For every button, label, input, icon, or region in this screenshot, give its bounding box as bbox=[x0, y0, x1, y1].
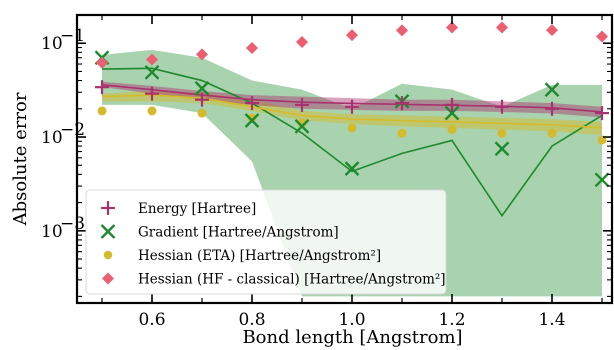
marker-hessian-hf-classical-hartree-angstrom-1 bbox=[146, 53, 158, 66]
marker-gradient-hartree-angstrom-10 bbox=[594, 172, 610, 188]
legend-box bbox=[85, 189, 447, 295]
y-tick-exponent: −3 bbox=[60, 214, 85, 234]
x-tick-label: 1.2 bbox=[438, 310, 465, 330]
marker-gradient-hartree-angstrom-2 bbox=[194, 81, 210, 96]
y-tick-exponent: −2 bbox=[60, 120, 85, 140]
marker-gradient-hartree-angstrom-2-b bbox=[194, 81, 210, 96]
legend-marker-hessian-eta-hartree-angstrom bbox=[103, 250, 113, 260]
y-tick-label: 10 bbox=[41, 222, 63, 242]
marker-gradient-hartree-angstrom-7 bbox=[444, 105, 460, 121]
marker-hessian-eta-hartree-angstrom-9 bbox=[547, 128, 557, 138]
marker-energy-hartree-8 bbox=[495, 99, 509, 114]
band-energy-hartree bbox=[102, 81, 602, 118]
marker-gradient-hartree-angstrom-4-b bbox=[294, 118, 310, 134]
marker-hessian-eta-hartree-angstrom-5 bbox=[347, 123, 357, 133]
series-markers bbox=[94, 21, 610, 188]
marker-energy-hartree-2 bbox=[195, 92, 209, 107]
marker-gradient-hartree-angstrom-1 bbox=[144, 64, 160, 80]
marker-gradient-hartree-angstrom-8 bbox=[494, 141, 510, 157]
marker-hessian-hf-classical-hartree-angstrom-2 bbox=[196, 48, 208, 61]
y-tick-label: 10 bbox=[41, 34, 63, 54]
marker-hessian-hf-classical-hartree-angstrom-5 bbox=[346, 29, 358, 42]
marker-hessian-eta-hartree-angstrom-7 bbox=[447, 125, 457, 135]
marker-energy-hartree-4 bbox=[295, 97, 309, 112]
plot-frame bbox=[75, 13, 614, 305]
marker-hessian-hf-classical-hartree-angstrom-9 bbox=[546, 24, 558, 37]
marker-hessian-eta-hartree-angstrom-1 bbox=[147, 106, 157, 116]
marker-energy-hartree-6 bbox=[395, 96, 409, 111]
y-tick-exponent: −1 bbox=[60, 26, 85, 46]
marker-gradient-hartree-angstrom-1-b bbox=[144, 64, 160, 80]
marker-energy-hartree-10 bbox=[595, 106, 609, 121]
marker-gradient-hartree-angstrom-3 bbox=[244, 113, 260, 128]
marker-hessian-hf-classical-hartree-angstrom-7 bbox=[446, 21, 458, 34]
legend-label-hessian-hf-classical-hartree-angstrom: Hessian (HF - classical) [Hartree/Angstr… bbox=[138, 272, 446, 288]
marker-energy-hartree-9 bbox=[545, 101, 559, 116]
legend-marker-gradient-hartree-angstrom bbox=[100, 224, 116, 239]
legend-label-energy-hartree: Energy [Hartree] bbox=[138, 201, 256, 217]
legend: Energy [Hartree] Gradient [Hartree/Angstr… bbox=[85, 189, 447, 295]
marker-gradient-hartree-angstrom-5 bbox=[344, 161, 360, 177]
marker-hessian-hf-classical-hartree-angstrom-4 bbox=[296, 36, 308, 49]
line-hessian-eta-hartree-angstrom bbox=[101, 94, 603, 129]
x-tick-label: 1.4 bbox=[538, 310, 565, 330]
x-tick-label: 0.8 bbox=[238, 310, 265, 330]
marker-gradient-hartree-angstrom-10-b bbox=[594, 172, 610, 188]
marker-gradient-hartree-angstrom-5-b bbox=[344, 161, 360, 177]
band-gradient-hartree-angstrom bbox=[102, 49, 602, 297]
x-tick-label: 0.6 bbox=[138, 310, 165, 330]
y-tick-label: 10 bbox=[41, 128, 63, 148]
y-axis-title: Absolute error bbox=[10, 92, 31, 226]
marker-hessian-hf-classical-hartree-angstrom-6 bbox=[396, 24, 408, 37]
marker-hessian-eta-hartree-angstrom-8 bbox=[497, 128, 507, 138]
marker-hessian-hf-classical-hartree-angstrom-0 bbox=[96, 56, 108, 69]
marker-hessian-eta-hartree-angstrom-0 bbox=[97, 106, 107, 116]
marker-hessian-eta-hartree-angstrom-6 bbox=[397, 128, 407, 138]
marker-energy-hartree-5 bbox=[345, 99, 359, 114]
marker-hessian-hf-classical-hartree-angstrom-8 bbox=[496, 21, 508, 34]
marker-gradient-hartree-angstrom-8-b bbox=[494, 141, 510, 157]
x-tick-label: 1.0 bbox=[338, 310, 365, 330]
legend-marker-gradient-hartree-angstrom-b bbox=[100, 224, 116, 239]
marker-hessian-hf-classical-hartree-angstrom-10 bbox=[596, 30, 608, 43]
marker-hessian-eta-hartree-angstrom-3 bbox=[247, 113, 257, 123]
marker-hessian-hf-classical-hartree-angstrom-3 bbox=[246, 41, 258, 54]
legend-marker-hessian-hf-classical-hartree-angstrom bbox=[102, 272, 114, 285]
marker-gradient-hartree-angstrom-9 bbox=[544, 82, 560, 97]
line-gradient-hartree-angstrom bbox=[101, 67, 603, 218]
marker-energy-hartree-1 bbox=[145, 86, 159, 101]
marker-gradient-hartree-angstrom-7-b bbox=[444, 105, 460, 121]
legend-label-gradient-hartree-angstrom: Gradient [Hartree/Angstrom] bbox=[138, 225, 339, 241]
marker-energy-hartree-7 bbox=[445, 97, 459, 112]
legend-marker-energy-hartree bbox=[101, 201, 115, 215]
marker-gradient-hartree-angstrom-9-b bbox=[544, 82, 560, 97]
marker-gradient-hartree-angstrom-3-b bbox=[244, 113, 260, 128]
marker-energy-hartree-0 bbox=[95, 80, 109, 95]
marker-energy-hartree-3 bbox=[245, 96, 259, 111]
marker-gradient-hartree-angstrom-4 bbox=[294, 118, 310, 134]
marker-hessian-eta-hartree-angstrom-2 bbox=[197, 108, 207, 118]
legend-label-hessian-eta-hartree-angstrom: Hessian (ETA) [Hartree/Angstrom²] bbox=[138, 248, 381, 264]
x-axis-title: Bond length [Angstrom] bbox=[242, 327, 462, 348]
